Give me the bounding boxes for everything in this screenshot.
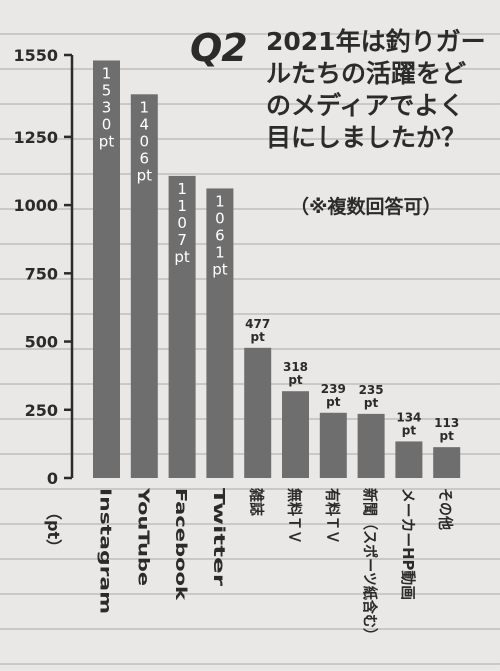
bar (319, 412, 347, 478)
question-text: 2021年は釣りガールたちの活躍をどのメディアでよく目にしましたか？ (266, 27, 486, 152)
y-unit-label: （pt） (44, 504, 63, 555)
y-axis: 0 250 500 750 1000 1250 1550 （pt） (13, 46, 74, 555)
svg-text:メーカーHP動画: メーカーHP動画 (399, 488, 417, 600)
svg-text:雑誌: 雑誌 (248, 487, 266, 516)
svg-text:Instagram: Instagram (97, 488, 115, 614)
bar-value-label: 1 5 3 0 pt (99, 64, 115, 150)
bar-value-label: 1 4 0 6 pt (137, 98, 153, 184)
x-category-label: 雑誌 (248, 487, 266, 516)
y-tick-label: 1250 (13, 128, 58, 147)
bar-value-label: 1 0 6 1 pt (212, 192, 228, 278)
bar (282, 391, 309, 478)
y-tick-label: 0 (47, 469, 58, 488)
bar-value-label: 134 pt (396, 410, 421, 437)
bar-value-label: 477 pt (245, 317, 270, 344)
bar-value-label: 113 pt (434, 416, 459, 443)
x-category-label: 新聞（スポーツ紙含む） (361, 488, 379, 642)
x-category-label: 有料ＴＶ (323, 488, 341, 544)
bar-value-label: 239 pt (321, 382, 346, 409)
bar (357, 413, 385, 478)
bar (206, 188, 234, 478)
svg-text:（pt）: （pt） (44, 504, 63, 555)
x-category-label: Facebook (172, 488, 190, 601)
bar-value-label: 235 pt (359, 383, 384, 410)
svg-text:有料ＴＶ: 有料ＴＶ (323, 488, 341, 544)
y-tick-label: 1550 (13, 46, 58, 65)
y-tick-label: 250 (25, 401, 58, 420)
bar (168, 175, 196, 479)
x-axis-labels: Instagram YouTube Facebook Twitter 雑誌 無料ＴＶ 有料Ｔ… (97, 487, 455, 642)
question-note: （※複数回答可） (290, 196, 442, 218)
x-category-label: YouTube (134, 487, 152, 586)
x-category-label: その他 (437, 488, 455, 530)
bar-value-label: 318 pt (283, 360, 308, 387)
bar (130, 94, 158, 478)
bar (93, 60, 120, 478)
bar (395, 441, 423, 478)
y-tick-label: 1000 (13, 196, 58, 215)
question-number: Q2 (190, 26, 248, 70)
svg-text:Twitter: Twitter (210, 488, 228, 587)
x-category-label: メーカーHP動画 (399, 488, 417, 600)
x-category-label: 無料ＴＶ (286, 488, 304, 544)
y-tick-label: 500 (25, 333, 58, 352)
x-category-label: Twitter (210, 488, 228, 587)
y-tick-label: 750 (25, 264, 58, 283)
svg-text:YouTube: YouTube (134, 487, 152, 586)
svg-text:Facebook: Facebook (172, 488, 190, 601)
x-category-label: Instagram (97, 488, 115, 614)
bar (244, 347, 272, 478)
svg-text:その他: その他 (437, 488, 455, 530)
svg-text:無料ＴＶ: 無料ＴＶ (286, 488, 304, 544)
bar-value-label: 1 1 0 7 pt (174, 180, 190, 266)
bar (433, 447, 461, 478)
svg-text:新聞（スポーツ紙含む）: 新聞（スポーツ紙含む） (361, 488, 379, 642)
bar-value-labels: 1 5 3 0 pt 1 4 0 6 pt 1 1 0 7 pt 1 0 6 1 pt 477 pt 318 pt 239 pt 2… (99, 64, 459, 443)
bars (93, 60, 461, 479)
